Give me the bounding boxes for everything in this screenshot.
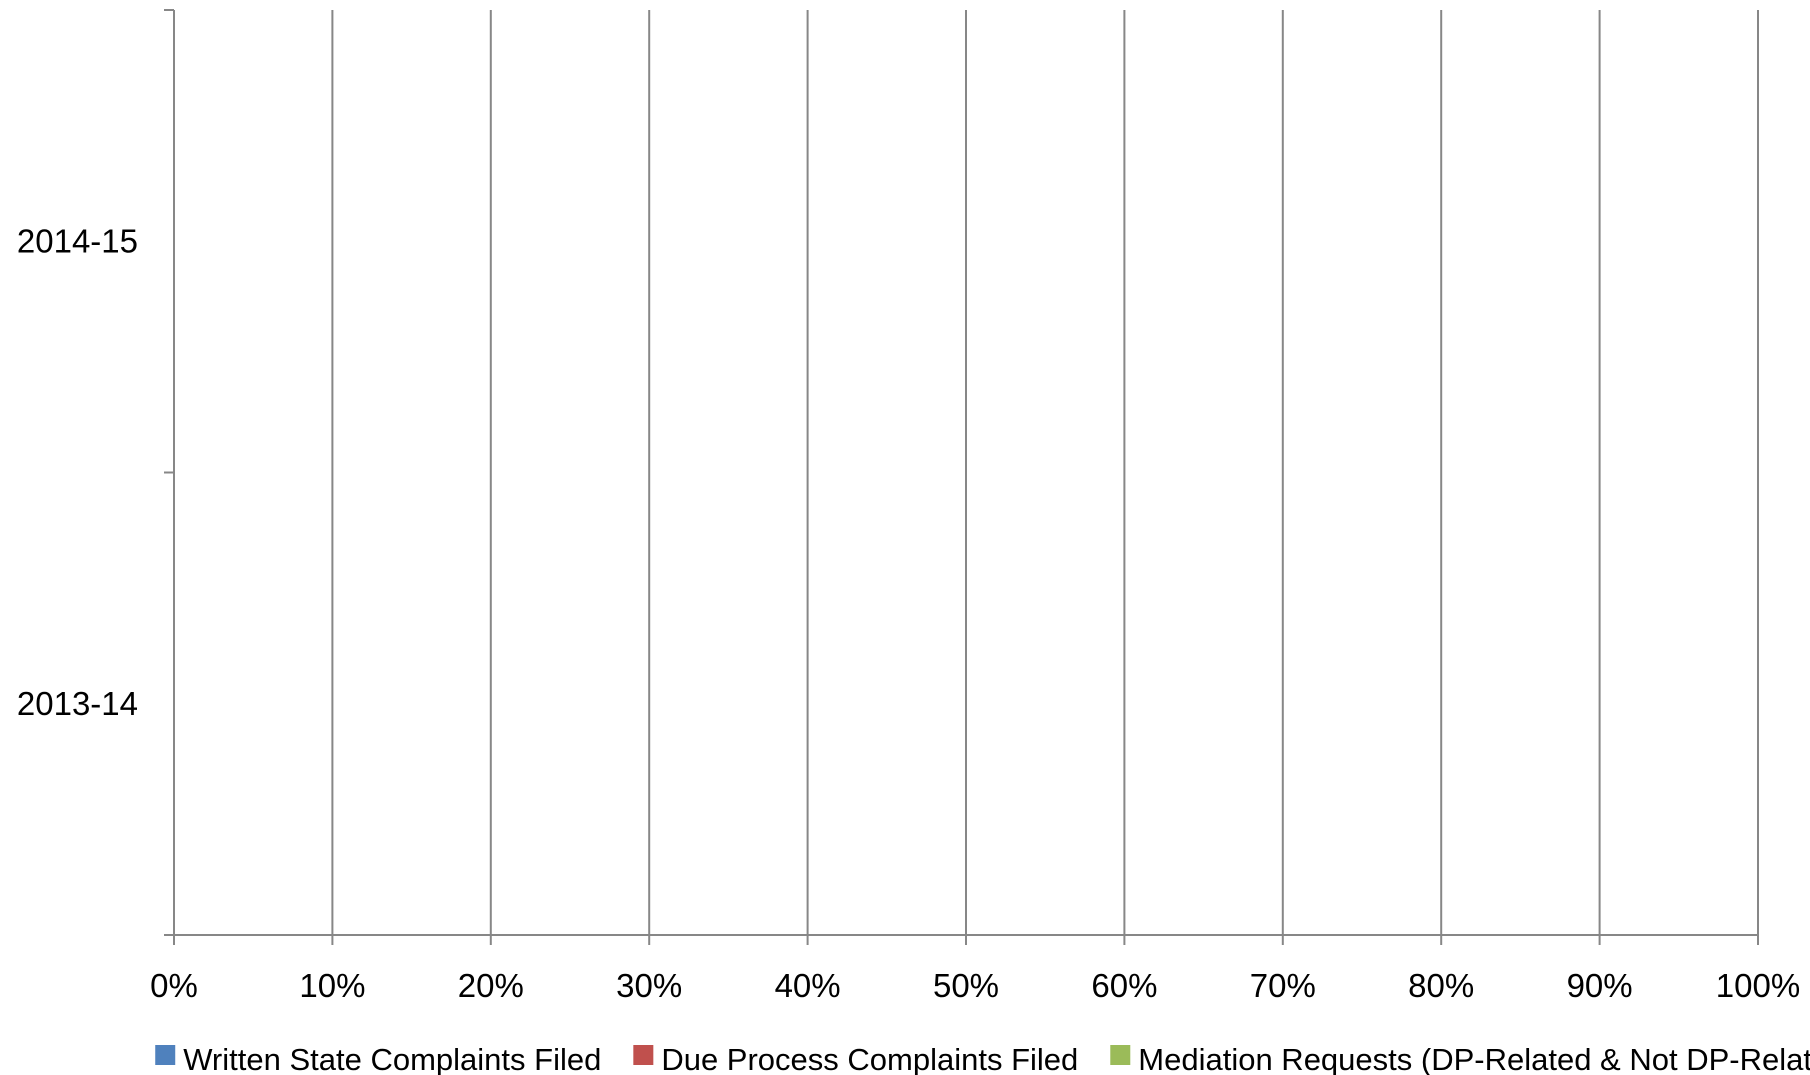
x-tick-label: 80%	[1408, 967, 1474, 1004]
axes	[164, 9, 1759, 945]
x-tick-label: 60%	[1091, 967, 1157, 1004]
x-axis-tick-labels: 0% 10% 20% 30% 40% 50% 60% 70% 80% 90% 100%	[150, 967, 1800, 1004]
legend-swatch	[1110, 1045, 1131, 1065]
x-tick-label: 0%	[150, 967, 198, 1004]
legend-item-2: Mediation Requests (DP-Related & Not DP-…	[1110, 1042, 1810, 1075]
gridlines	[331, 10, 1759, 935]
legend-item-1: Due Process Complaints Filed	[633, 1042, 1078, 1075]
legend-label: Mediation Requests (DP-Related & Not DP-…	[1138, 1042, 1810, 1075]
x-tick-label: 70%	[1250, 967, 1316, 1004]
x-tick-label: 30%	[616, 967, 682, 1004]
x-tick-label: 10%	[299, 967, 365, 1004]
x-tick-label: 50%	[933, 967, 999, 1004]
legend-label: Due Process Complaints Filed	[661, 1042, 1078, 1075]
legend-swatch	[155, 1045, 176, 1065]
y-tick-label: 2013-14	[17, 685, 138, 722]
x-tick-label: 100%	[1716, 967, 1800, 1004]
y-axis-tick-labels: 2013-14 2014-15	[17, 222, 138, 722]
y-tick-label: 2014-15	[17, 222, 138, 259]
x-tick-label: 90%	[1567, 967, 1633, 1004]
x-tick-label: 20%	[458, 967, 524, 1004]
legend-label: Written State Complaints Filed	[183, 1042, 601, 1075]
legend: Written State Complaints Filed Due Proces…	[155, 1042, 1810, 1075]
legend-swatch	[633, 1045, 654, 1065]
legend-item-0: Written State Complaints Filed	[155, 1042, 601, 1075]
x-tick-label: 40%	[775, 967, 841, 1004]
